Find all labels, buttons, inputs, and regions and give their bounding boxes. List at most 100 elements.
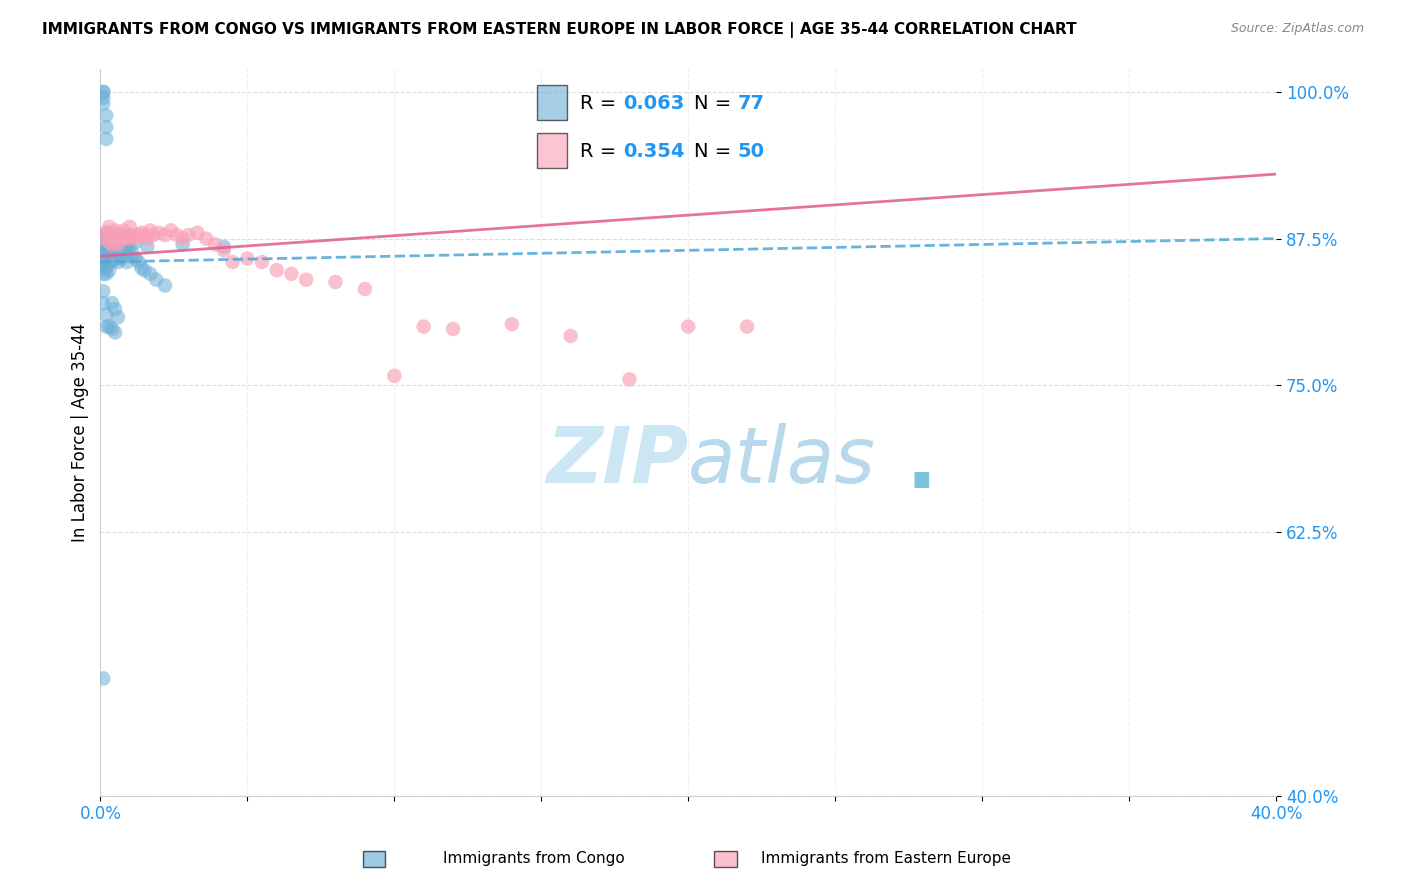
Point	[177, 228, 200, 243]
Point	[195, 231, 218, 245]
Point	[101, 228, 124, 243]
Point	[121, 247, 143, 261]
Point	[115, 228, 138, 243]
Point	[139, 223, 162, 237]
Point	[91, 231, 114, 245]
Point	[676, 319, 699, 334]
Text: 77: 77	[738, 94, 765, 113]
Point	[118, 249, 141, 263]
Point	[118, 240, 141, 254]
Point	[250, 255, 273, 269]
Point	[112, 249, 135, 263]
Point	[110, 244, 132, 258]
Point	[124, 231, 146, 245]
Text: Source: ZipAtlas.com: Source: ZipAtlas.com	[1230, 22, 1364, 36]
Point	[98, 219, 121, 234]
Point	[96, 132, 118, 146]
Point	[131, 226, 153, 240]
Point	[124, 252, 146, 266]
Point	[441, 322, 464, 336]
Point	[280, 267, 302, 281]
Point	[101, 231, 124, 245]
Point	[91, 96, 114, 111]
Point	[91, 91, 114, 105]
Point	[96, 244, 118, 258]
Point	[104, 228, 127, 243]
Point	[96, 108, 118, 122]
Text: R =: R =	[579, 94, 623, 113]
Point	[382, 368, 405, 383]
Point	[136, 240, 159, 254]
Point	[236, 252, 259, 266]
Point	[91, 244, 114, 258]
Point	[98, 263, 121, 277]
Point	[145, 273, 167, 287]
Text: ZIP: ZIP	[546, 423, 688, 500]
Point	[96, 267, 118, 281]
Point	[91, 260, 114, 275]
Point	[134, 263, 156, 277]
Point	[110, 235, 132, 249]
Text: R =: R =	[579, 142, 623, 161]
Point	[325, 275, 347, 289]
Point	[107, 240, 129, 254]
Y-axis label: In Labor Force | Age 35-44: In Labor Force | Age 35-44	[72, 323, 89, 541]
Text: atlas: atlas	[688, 423, 876, 500]
Point	[101, 244, 124, 258]
Point	[172, 231, 194, 245]
Point	[619, 372, 641, 386]
Point	[96, 319, 118, 334]
Point	[96, 260, 118, 275]
Point	[98, 244, 121, 258]
Point	[98, 319, 121, 334]
Point	[96, 120, 118, 135]
Point	[91, 255, 114, 269]
Point	[96, 226, 118, 240]
Point	[104, 252, 127, 266]
Point	[101, 249, 124, 263]
Point	[128, 255, 150, 269]
Point	[98, 237, 121, 252]
Point	[96, 237, 118, 252]
Point	[91, 85, 114, 99]
Text: N =: N =	[695, 94, 738, 113]
Point	[115, 237, 138, 252]
Point	[96, 226, 118, 240]
Point	[139, 267, 162, 281]
Point	[112, 237, 135, 252]
Point	[118, 231, 141, 245]
Point	[153, 228, 176, 243]
Point	[91, 231, 114, 245]
Point	[115, 255, 138, 269]
Text: 0.063: 0.063	[623, 94, 685, 113]
Point	[160, 223, 183, 237]
Point	[96, 231, 118, 245]
Point	[221, 255, 243, 269]
Point	[91, 237, 114, 252]
Point	[124, 235, 146, 249]
Point	[107, 228, 129, 243]
Point	[266, 263, 288, 277]
FancyBboxPatch shape	[537, 133, 568, 168]
Point	[204, 237, 226, 252]
Point	[91, 267, 114, 281]
Point	[107, 310, 129, 325]
Text: .: .	[905, 425, 938, 506]
Point	[560, 329, 582, 343]
Point	[501, 317, 523, 331]
Text: 0.354: 0.354	[623, 142, 685, 161]
Text: Immigrants from Congo: Immigrants from Congo	[443, 851, 626, 865]
Point	[142, 228, 165, 243]
Point	[110, 231, 132, 245]
Point	[98, 255, 121, 269]
Point	[107, 255, 129, 269]
Point	[91, 285, 114, 299]
Point	[104, 223, 127, 237]
Point	[104, 231, 127, 245]
Point	[101, 322, 124, 336]
Point	[212, 240, 235, 254]
Point	[96, 255, 118, 269]
Point	[112, 231, 135, 245]
Point	[112, 223, 135, 237]
Point	[412, 319, 434, 334]
